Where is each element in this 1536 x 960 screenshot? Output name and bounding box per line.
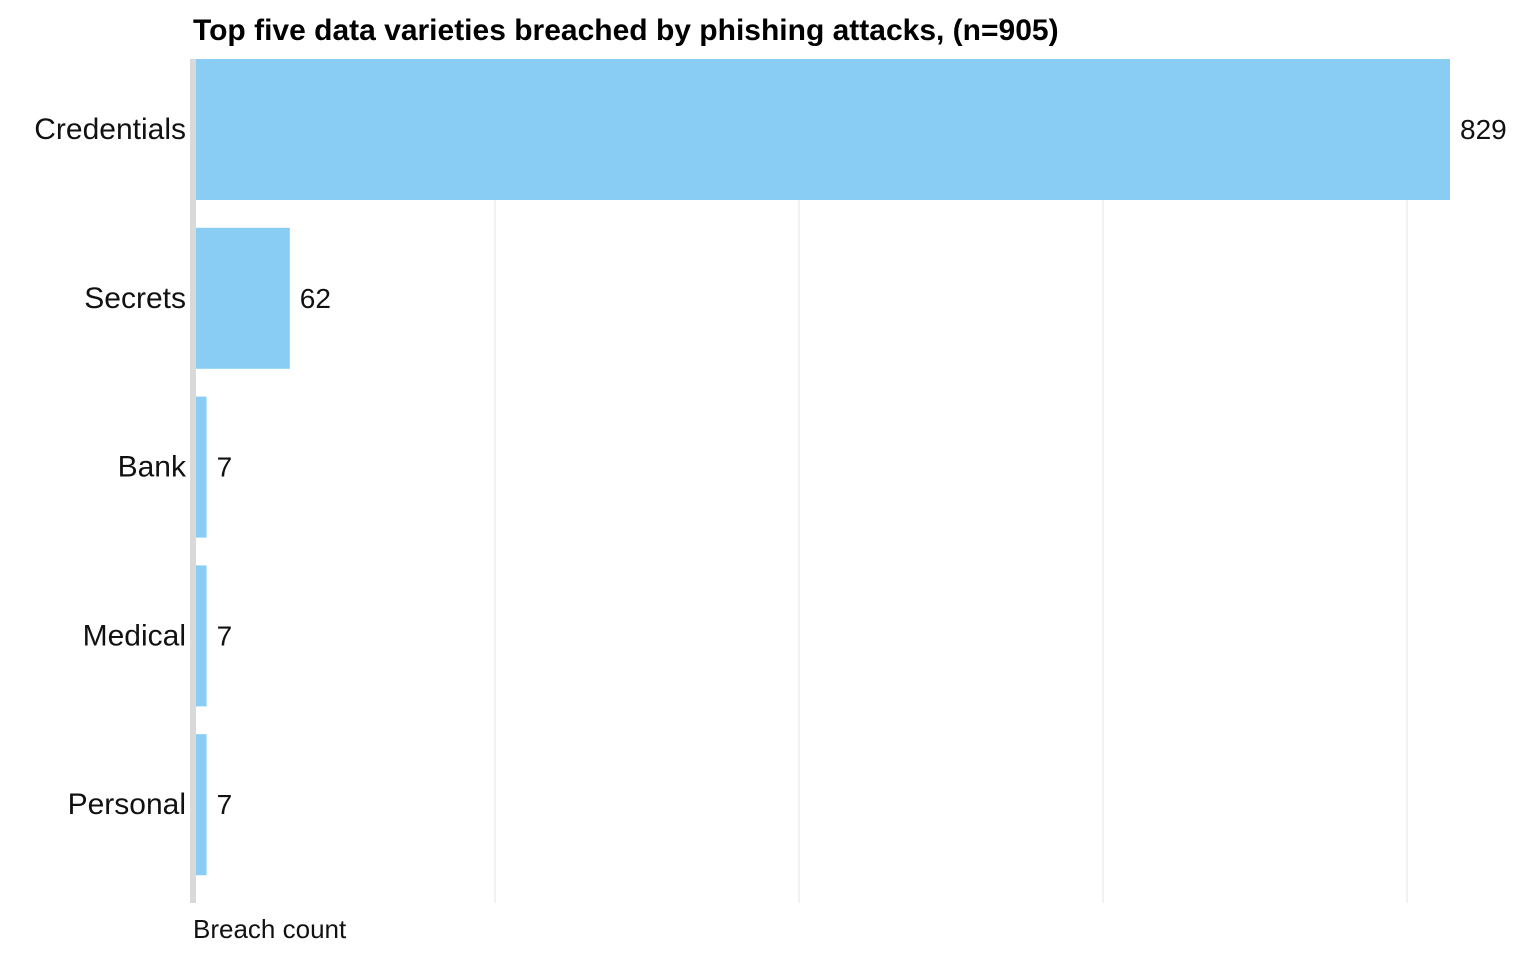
bar-personal bbox=[196, 734, 207, 876]
value-label-personal: 7 bbox=[217, 789, 233, 820]
x-axis-label: Breach count bbox=[193, 914, 347, 944]
y-axis-baseline bbox=[190, 59, 196, 903]
bar-medical bbox=[196, 565, 207, 707]
bar-credentials bbox=[196, 59, 1450, 200]
category-label-credentials: Credentials bbox=[34, 113, 186, 146]
category-label-personal: Personal bbox=[68, 788, 186, 821]
category-label-medical: Medical bbox=[83, 619, 186, 652]
bars bbox=[196, 59, 1450, 876]
bar-secrets bbox=[196, 227, 290, 369]
bar-bank bbox=[196, 396, 207, 538]
value-label-bank: 7 bbox=[217, 452, 233, 483]
value-label-credentials: 829 bbox=[1460, 114, 1507, 145]
value-label-secrets: 62 bbox=[300, 283, 331, 314]
labels: Credentials 829 Secrets 62 Bank 7 Medical 7 Pers… bbox=[34, 113, 1506, 821]
category-label-secrets: Secrets bbox=[84, 282, 186, 315]
chart-title: Top five data varieties breached by phis… bbox=[193, 14, 1059, 47]
category-label-bank: Bank bbox=[118, 451, 187, 484]
value-label-medical: 7 bbox=[217, 620, 233, 651]
